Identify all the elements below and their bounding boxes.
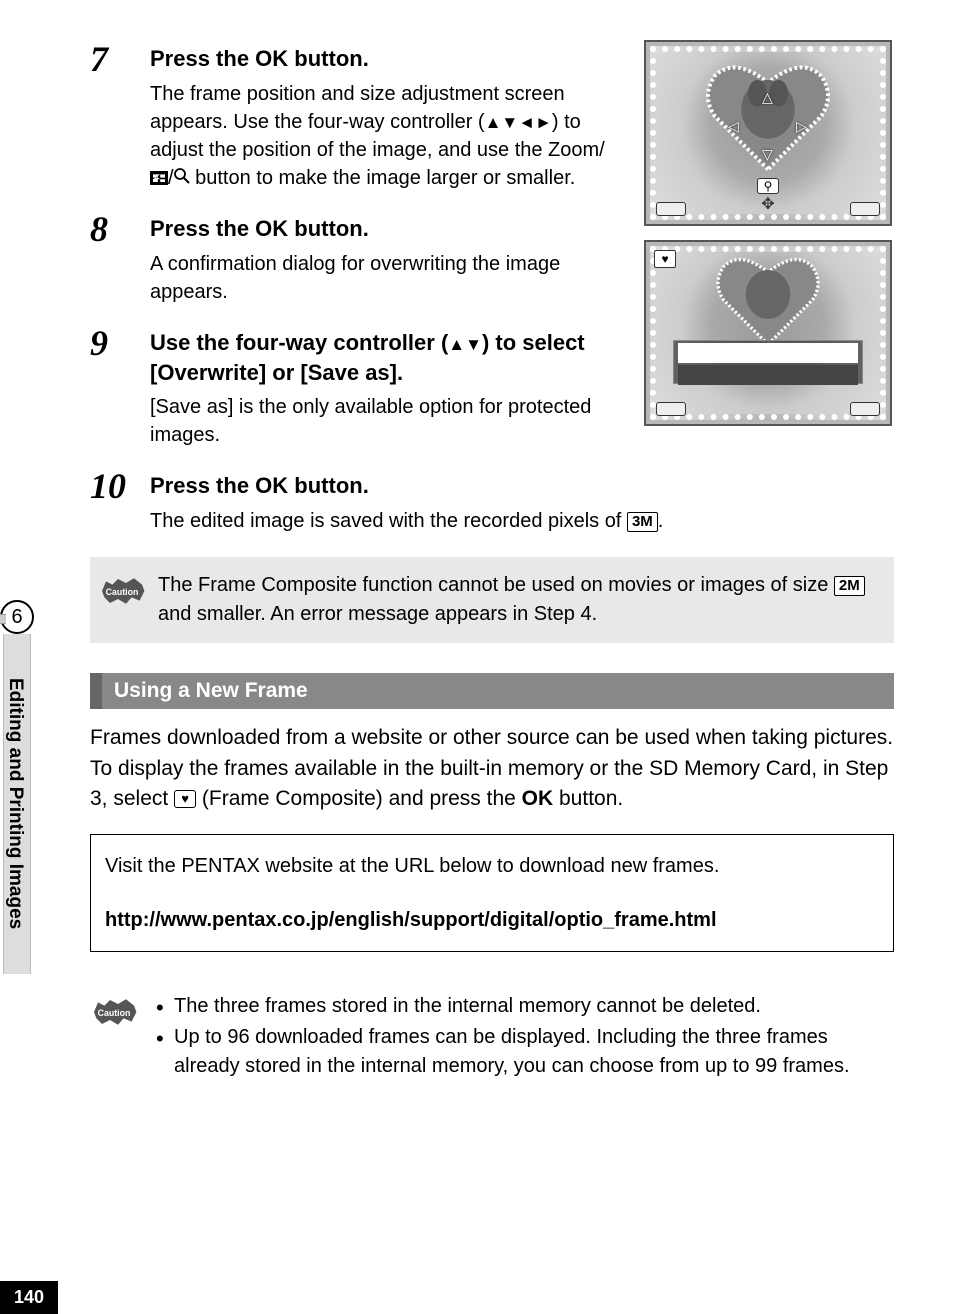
move-cross-icon: ✥ bbox=[761, 194, 774, 214]
screen-previews: △ ▽ ◁ ▷ ⚲ ✥ ♥ bbox=[644, 40, 894, 440]
frame-mode-icon: ♥ bbox=[654, 250, 676, 268]
ok-label: OK bbox=[255, 46, 288, 71]
ok-label: OK bbox=[255, 473, 288, 498]
lcd-right-softkey bbox=[850, 402, 880, 416]
svg-text:Caution: Caution bbox=[98, 1008, 131, 1018]
caution-list: The three frames stored in the internal … bbox=[156, 992, 894, 1083]
zoom-grid-icon bbox=[150, 171, 168, 185]
caution-box-2: Caution The three frames stored in the i… bbox=[90, 992, 894, 1083]
chapter-number-circle: 6 bbox=[0, 600, 34, 634]
caution-icon: Caution bbox=[98, 575, 148, 612]
step-title: Use the four-way controller (▲▼) to sele… bbox=[150, 328, 610, 387]
text: Use the four-way controller ( bbox=[150, 330, 448, 355]
step-7: 7 Press the OK button. The frame positio… bbox=[90, 40, 634, 200]
text: Press the bbox=[150, 473, 255, 498]
section-header: Using a New Frame bbox=[90, 673, 894, 709]
step-title: Press the OK button. bbox=[150, 471, 894, 501]
text: The Frame Composite function cannot be u… bbox=[158, 574, 834, 596]
step-number: 9 bbox=[90, 324, 150, 457]
text: . bbox=[658, 510, 664, 532]
text: The edited image is saved with the recor… bbox=[150, 510, 627, 532]
lcd-right-softkey bbox=[850, 202, 880, 216]
lcd-left-softkey bbox=[656, 402, 686, 416]
ok-label: OK bbox=[522, 787, 554, 810]
step-description: A confirmation dialog for overwriting th… bbox=[150, 250, 610, 306]
zoom-indicator-icon: ⚲ bbox=[757, 178, 779, 194]
lcd-left-softkey bbox=[656, 202, 686, 216]
text: button. bbox=[288, 473, 369, 498]
svg-text:Caution: Caution bbox=[106, 587, 139, 597]
step-description: [Save as] is the only available option f… bbox=[150, 393, 610, 449]
url-box-text: Visit the PENTAX website at the URL belo… bbox=[105, 851, 879, 881]
arrows-4way-icon: ▲▼◄► bbox=[485, 113, 552, 132]
caution-list-item: Up to 96 downloaded frames can be displa… bbox=[156, 1023, 894, 1081]
pixels-badge: 3M bbox=[627, 512, 658, 532]
url-box: Visit the PENTAX website at the URL belo… bbox=[90, 834, 894, 952]
lcd-preview-2: ♥ bbox=[644, 240, 892, 426]
step-number: 8 bbox=[90, 210, 150, 314]
step-9: 9 Use the four-way controller (▲▼) to se… bbox=[90, 324, 634, 457]
step-title: Press the OK button. bbox=[150, 214, 610, 244]
step-description: The frame position and size adjustment s… bbox=[150, 80, 610, 193]
overwrite-dialog bbox=[673, 340, 863, 384]
url-link[interactable]: http://www.pentax.co.jp/english/support/… bbox=[105, 905, 879, 935]
page-number: 140 bbox=[0, 1281, 58, 1314]
text: (Frame Composite) and press the bbox=[196, 787, 522, 810]
text: button. bbox=[288, 216, 369, 241]
section-paragraph: Frames downloaded from a website or othe… bbox=[90, 723, 894, 814]
text: button. bbox=[288, 46, 369, 71]
step-description: The edited image is saved with the recor… bbox=[150, 507, 894, 535]
text: button to make the image larger or small… bbox=[190, 167, 576, 189]
ok-label: OK bbox=[255, 216, 288, 241]
caution-icon: Caution bbox=[90, 996, 140, 1033]
pixels-badge: 2M bbox=[834, 576, 865, 596]
step-number: 10 bbox=[90, 467, 150, 543]
text: Press the bbox=[150, 46, 255, 71]
step-10: 10 Press the OK button. The edited image… bbox=[90, 467, 894, 543]
caution-box-1: Caution The Frame Composite function can… bbox=[90, 557, 894, 643]
arrows-updown-icon: ▲▼ bbox=[448, 335, 482, 354]
lcd-preview-1: △ ▽ ◁ ▷ ⚲ ✥ bbox=[644, 40, 892, 226]
step-number: 7 bbox=[90, 40, 150, 200]
magnify-icon bbox=[174, 164, 190, 192]
step-title: Press the OK button. bbox=[150, 44, 610, 74]
caution-text: The Frame Composite function cannot be u… bbox=[158, 571, 878, 629]
text: button. bbox=[553, 787, 623, 810]
caution-list-item: The three frames stored in the internal … bbox=[156, 992, 894, 1021]
text: Press the bbox=[150, 216, 255, 241]
frame-composite-icon: ♥ bbox=[174, 790, 196, 808]
text: and smaller. An error message appears in… bbox=[158, 603, 597, 625]
step-8: 8 Press the OK button. A confirmation di… bbox=[90, 210, 634, 314]
